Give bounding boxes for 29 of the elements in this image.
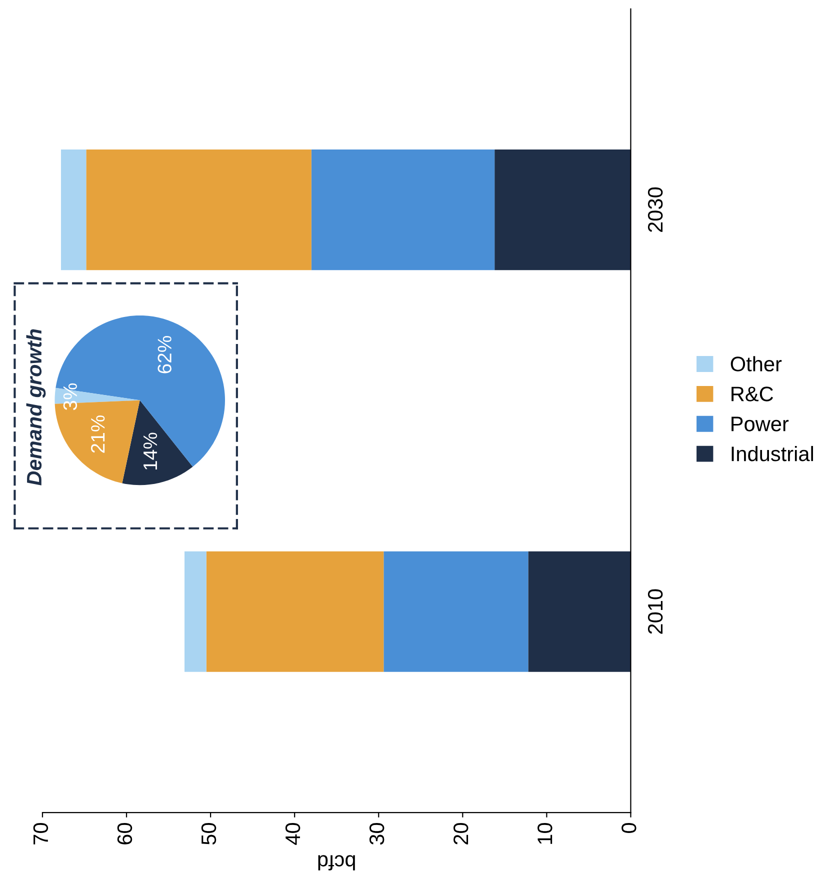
bar (494, 150, 631, 270)
legend-label: Power (732, 416, 789, 432)
x-tick-label: 70 (33, 823, 48, 844)
data-label: 62% (158, 336, 172, 374)
y-tick-label: 2030 (648, 187, 663, 232)
legend-label: Other (730, 356, 782, 372)
x-tick-label: 0 (622, 823, 636, 834)
bar (311, 150, 495, 270)
x-tick-label: 20 (453, 823, 468, 844)
bar (86, 150, 312, 270)
x-tick-label: 10 (538, 823, 552, 844)
bar (184, 551, 206, 672)
y-tick-label: 2010 (648, 589, 663, 634)
x-tick-label: 60 (117, 823, 132, 844)
legend-label: R&C (732, 386, 774, 402)
data-label: 21% (90, 415, 105, 453)
legend-label: Industrial (732, 446, 814, 462)
bar (60, 150, 86, 270)
bar (528, 551, 631, 672)
x-tick-label: 50 (201, 823, 216, 845)
data-label: 14% (143, 432, 158, 470)
x-tick-label: 40 (285, 823, 300, 845)
x-axis-title: bcfd (318, 855, 355, 870)
pie-slice (122, 400, 193, 486)
x-tick-label: 30 (369, 823, 384, 845)
text: Demand growth (26, 329, 46, 486)
data-label: 3% (63, 383, 78, 410)
bar (384, 551, 528, 672)
bar (206, 551, 384, 672)
